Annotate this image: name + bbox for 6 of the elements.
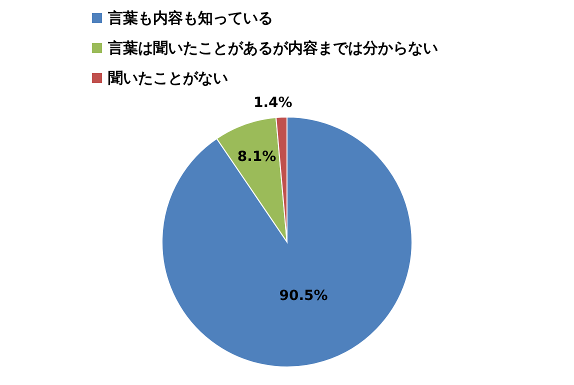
- legend-label: 聞いたことがない: [108, 69, 228, 87]
- data-label: 8.1%: [237, 149, 276, 166]
- legend-label: 言葉は聞いたことがあるが内容までは分からない: [107, 39, 438, 57]
- data-label: 90.5%: [279, 288, 328, 304]
- legend-label: 言葉も内容も知っている: [107, 9, 273, 27]
- data-label: 1.4%: [253, 95, 292, 112]
